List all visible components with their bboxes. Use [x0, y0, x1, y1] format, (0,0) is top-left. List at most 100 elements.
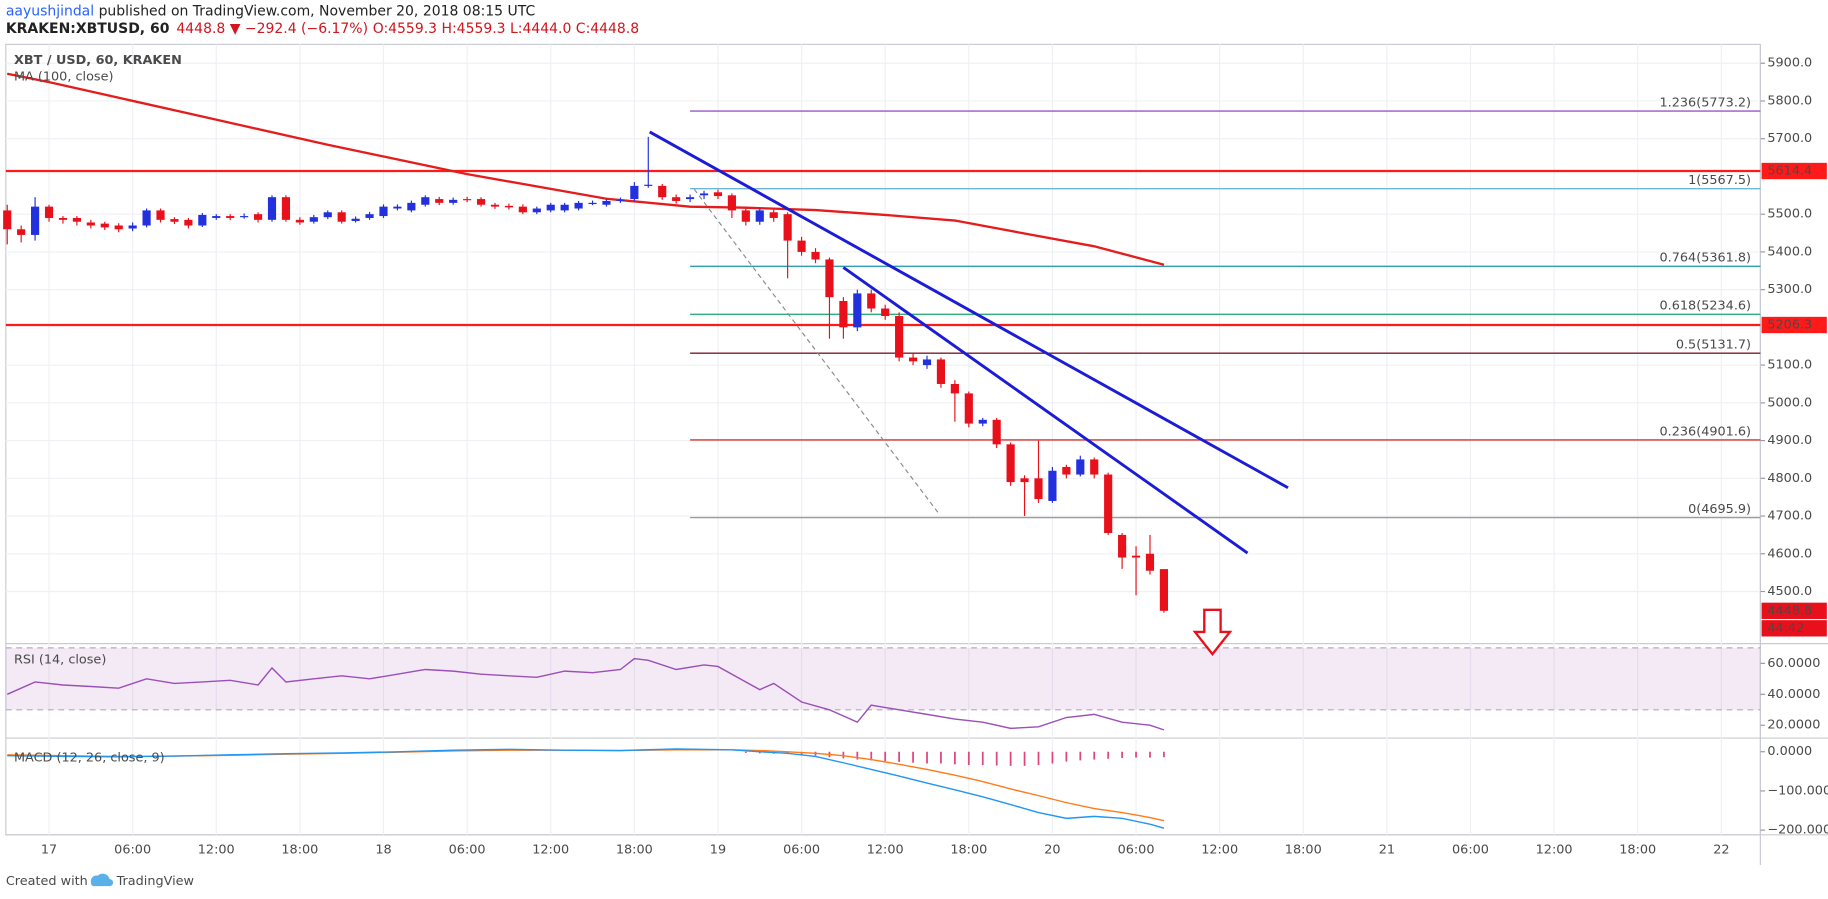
candle-body: [253, 214, 263, 220]
candle-body: [769, 212, 778, 218]
fib-label: 0.5(5131.7): [1676, 337, 1751, 352]
macd-histogram-bar: [912, 751, 914, 763]
candle-body: [699, 193, 709, 196]
candle-body: [839, 300, 848, 328]
y-tick-label: 60.0000: [1767, 656, 1820, 671]
candle-body: [574, 202, 583, 209]
main-title: XBT / USD, 60, KRAKEN: [14, 53, 182, 68]
countdown-label: 44:42: [1767, 621, 1804, 636]
price-badge: [1761, 316, 1827, 334]
macd-histogram-bar: [1135, 751, 1137, 758]
y-tick-label: 5100.0: [1767, 358, 1812, 373]
candle-body: [950, 383, 959, 394]
footer-brand[interactable]: TradingView: [116, 874, 194, 889]
macd-histogram-bar: [1163, 751, 1165, 758]
moving-average: [6, 72, 1165, 266]
candle-body: [365, 214, 374, 218]
candle-body: [686, 197, 695, 200]
plot-layer: 17 06:00 12:00 18:00 18 06:00 12:00 18:00 19 06:0…: [3, 44, 1828, 857]
y-tick-label: 5000.0: [1767, 395, 1812, 410]
candle-body: [881, 308, 890, 317]
macd-histogram-bar: [800, 751, 803, 755]
macd-histogram-bar: [1051, 751, 1054, 764]
down-arrow: [1192, 608, 1233, 656]
y-tick-label: 5300.0: [1767, 282, 1812, 297]
y-tick-label: 20.0000: [1767, 718, 1820, 733]
candle-body: [72, 217, 81, 222]
x-tick-label: 06:00: [114, 842, 151, 857]
candle-body: [267, 197, 277, 220]
rsi-line: [6, 657, 1165, 731]
candle-body: [309, 217, 318, 222]
candle-body: [588, 202, 597, 205]
change: 4448.8 ▼ −292.4 (−6.17%): [176, 21, 368, 37]
x-tick-label: 12:00: [1536, 842, 1573, 857]
candle-body: [602, 200, 611, 205]
symbol-line: KRAKEN:XBTUSD, 60 4448.8 ▼ −292.4 (−6.17%…: [6, 21, 639, 37]
published: published on TradingView.com, November 2…: [94, 4, 535, 20]
candle-body: [727, 195, 736, 211]
brand-icon: [90, 873, 114, 887]
macd-histogram-bar: [758, 751, 761, 754]
candle-body: [1159, 569, 1168, 611]
y-tick-label: −100.0000: [1767, 783, 1828, 798]
candle-body: [407, 202, 416, 211]
candle-body: [100, 223, 109, 228]
candle-body: [992, 419, 1001, 445]
x-tick-label: 06:00: [1452, 842, 1489, 857]
y-tick-label: 4900.0: [1767, 433, 1812, 448]
macd-signal: [7, 749, 1165, 822]
candle-body: [1034, 478, 1043, 500]
candle-body: [713, 192, 723, 197]
y-tick-label: 4700.0: [1767, 509, 1812, 524]
candle-body: [323, 212, 332, 218]
y-tick-label: 5700.0: [1767, 131, 1812, 146]
macd-histogram-bar: [981, 751, 984, 766]
x-tick-label: 12:00: [198, 842, 235, 857]
macd-title: MACD (12, 26, close, 9): [14, 750, 165, 765]
macd-histogram-bar: [1079, 751, 1082, 761]
candle-body: [825, 259, 834, 298]
candle-body: [421, 197, 430, 205]
candle-body: [240, 216, 249, 218]
macd-histogram-bar: [1093, 751, 1096, 760]
macd-line: [7, 748, 1165, 829]
x-tick-label: 18:00: [616, 842, 653, 857]
macd-histogram-bar: [1023, 751, 1026, 766]
candle-body: [490, 204, 500, 207]
candle-body: [17, 229, 26, 235]
candle-body: [518, 206, 527, 213]
author[interactable]: aayushjindal: [6, 4, 94, 20]
candle-body: [198, 214, 207, 226]
candle-body: [114, 225, 123, 230]
candle-body: [184, 219, 193, 226]
fib-label: 1(5567.5): [1688, 173, 1751, 188]
candle-body: [560, 204, 569, 211]
x-tick-label: 06:00: [783, 842, 820, 857]
price-badge-label: 5206.3: [1767, 317, 1812, 332]
candle-body: [86, 222, 95, 226]
x-tick-label: 18:00: [950, 842, 987, 857]
x-tick-label: 06:00: [1118, 842, 1155, 857]
y-tick-label: −200.0000: [1767, 823, 1828, 838]
macd-histogram-bar: [884, 751, 887, 762]
candle-body: [630, 185, 639, 200]
candle-body: [644, 184, 653, 186]
x-tick-label: 19: [710, 842, 726, 857]
candle-body: [1145, 553, 1155, 571]
x-tick-label: 18:00: [281, 842, 318, 857]
y-tick-label: 4500.0: [1767, 584, 1812, 599]
candle-body: [1048, 470, 1057, 501]
candle-body: [936, 359, 946, 384]
x-tick-label: 21: [1379, 842, 1395, 857]
y-tick-label: 5500.0: [1767, 207, 1812, 222]
candle-body: [281, 197, 291, 220]
macd-histogram-bar: [898, 751, 901, 762]
macd-histogram-bar: [995, 751, 998, 766]
macd-histogram-bar: [744, 751, 747, 753]
macd-histogram-bar: [1121, 751, 1123, 759]
x-tick-label: 18:00: [1285, 842, 1322, 857]
macd-histogram-bar: [1107, 751, 1110, 759]
last-price-label: 4448.8: [1767, 603, 1812, 618]
